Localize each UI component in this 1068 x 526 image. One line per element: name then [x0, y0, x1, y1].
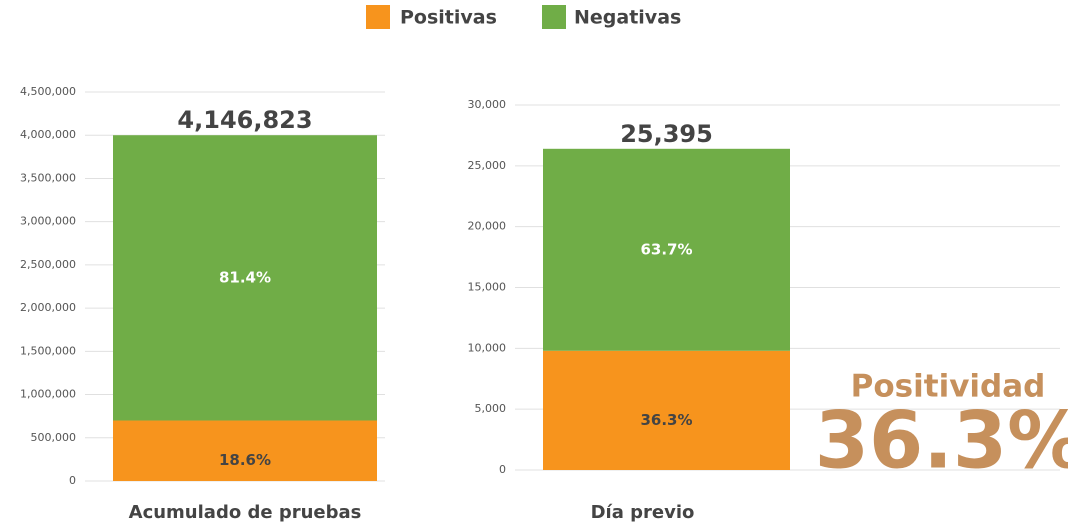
- y-tick-label: 3,000,000: [20, 215, 76, 228]
- category-label: Día previo: [591, 502, 695, 523]
- y-tick-label: 15,000: [468, 281, 507, 294]
- legend-label: Positivas: [400, 7, 497, 29]
- y-tick-label: 10,000: [468, 341, 507, 354]
- y-tick-label: 20,000: [468, 220, 507, 233]
- y-tick-label: 1,500,000: [20, 344, 76, 357]
- y-tick-label: 0: [69, 474, 76, 487]
- total-label: 4,146,823: [177, 106, 312, 134]
- y-tick-label: 5,000: [475, 402, 507, 415]
- y-tick-label: 2,000,000: [20, 301, 76, 314]
- y-tick-label: 1,000,000: [20, 388, 76, 401]
- annotation: 36.3%: [815, 396, 1068, 486]
- segment-label: 18.6%: [219, 451, 271, 469]
- total-label: 25,395: [620, 120, 713, 148]
- bar-segment: [113, 135, 377, 421]
- y-tick-label: 30,000: [468, 98, 507, 111]
- y-tick-label: 500,000: [31, 431, 77, 444]
- y-tick-label: 4,000,000: [20, 128, 76, 141]
- segment-label: 63.7%: [640, 240, 692, 258]
- legend-label: Negativas: [574, 7, 681, 29]
- bar-segment: [543, 148, 790, 351]
- bar-segment: [543, 350, 790, 470]
- legend-swatch: [366, 5, 390, 29]
- y-tick-label: 4,500,000: [20, 85, 76, 98]
- y-tick-label: 2,500,000: [20, 258, 76, 271]
- category-label: Acumulado de pruebas: [129, 502, 362, 523]
- y-tick-label: 25,000: [468, 159, 507, 172]
- legend-swatch: [542, 5, 566, 29]
- segment-label: 36.3%: [640, 411, 692, 429]
- annotation: Positividad: [851, 369, 1046, 405]
- segment-label: 81.4%: [219, 268, 271, 286]
- bar-segment: [113, 420, 377, 481]
- y-tick-label: 0: [499, 463, 506, 476]
- y-tick-label: 3,500,000: [20, 171, 76, 184]
